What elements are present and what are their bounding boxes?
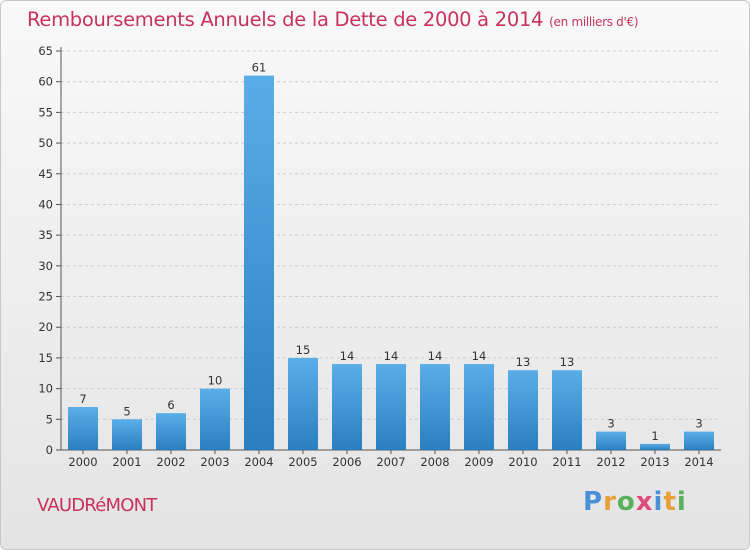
- bar: [200, 388, 230, 450]
- y-tick-label: 5: [46, 412, 53, 426]
- y-tick-label: 45: [38, 167, 53, 181]
- bars: [68, 75, 714, 451]
- x-tick-label: 2000: [68, 455, 97, 469]
- y-tick-label: 15: [38, 351, 53, 365]
- y-tick-label: 30: [38, 259, 53, 273]
- logo-letter: P: [583, 487, 604, 517]
- x-tick-label: 2014: [684, 455, 713, 469]
- bar: [596, 431, 626, 450]
- bar-value-label: 10: [208, 374, 223, 388]
- y-tick-label: 0: [46, 443, 53, 457]
- bar-value-label: 61: [252, 61, 267, 75]
- bar-value-label: 3: [607, 417, 614, 431]
- y-tick-label: 60: [38, 75, 53, 89]
- labels: 7 2000 5 2001 6 2002 10 2003 61 2004 15 2005 14 2006 1…: [68, 61, 713, 469]
- logo-letter: x: [635, 487, 654, 517]
- x-tick-label: 2011: [552, 455, 581, 469]
- y-tick-label: 10: [38, 382, 53, 396]
- bar-value-label: 5: [123, 404, 130, 418]
- bar-value-label: 13: [560, 355, 575, 369]
- x-tick-label: 2008: [420, 455, 449, 469]
- x-tick-label: 2002: [156, 455, 185, 469]
- logo-letter: i: [676, 487, 687, 517]
- bar-value-label: 3: [695, 417, 702, 431]
- x-tick-label: 2004: [244, 455, 273, 469]
- bar: [288, 357, 318, 450]
- y-tick-label: 65: [38, 44, 53, 58]
- x-tick-label: 2001: [112, 455, 141, 469]
- bar: [420, 364, 450, 450]
- bar: [244, 75, 274, 451]
- x-tick-label: 2003: [200, 455, 229, 469]
- x-tick-label: 2010: [508, 455, 537, 469]
- bar-value-label: 14: [472, 349, 487, 363]
- bar-value-label: 1: [651, 429, 658, 443]
- proxiti-logo: Proxiti: [583, 487, 687, 517]
- bar: [156, 413, 186, 450]
- bar: [376, 364, 406, 450]
- bar-value-label: 14: [340, 349, 355, 363]
- x-tick-label: 2006: [332, 455, 361, 469]
- bar-value-label: 15: [296, 343, 311, 357]
- y-tick-label: 35: [38, 228, 53, 242]
- title-text: Remboursements Annuels de la Dette de 20…: [27, 8, 544, 31]
- commune-name: VAUDRéMONT: [37, 495, 157, 516]
- x-tick-label: 2012: [596, 455, 625, 469]
- x-tick-label: 2013: [640, 455, 669, 469]
- bar: [640, 443, 670, 450]
- chart-title: Remboursements Annuels de la Dette de 20…: [27, 8, 639, 31]
- y-tick-label: 55: [38, 105, 53, 119]
- bar-value-label: 14: [384, 349, 399, 363]
- bar-value-label: 13: [516, 355, 531, 369]
- x-tick-label: 2007: [376, 455, 405, 469]
- bar: [332, 364, 362, 450]
- x-tick-label: 2005: [288, 455, 317, 469]
- logo-letter: r: [603, 487, 617, 517]
- bar: [684, 431, 714, 450]
- bar-value-label: 6: [167, 398, 174, 412]
- bar: [464, 364, 494, 450]
- bar: [112, 419, 142, 450]
- bar: [68, 407, 98, 450]
- y-tick-label: 20: [38, 320, 53, 334]
- grid-lines: [61, 50, 721, 420]
- x-tick-label: 2009: [464, 455, 493, 469]
- bar-value-label: 7: [79, 392, 86, 406]
- bar-value-label: 14: [428, 349, 443, 363]
- bar: [552, 370, 582, 450]
- logo-letter: i: [653, 487, 664, 517]
- y-tick-label: 40: [38, 197, 53, 211]
- bar: [508, 370, 538, 450]
- y-tick-label: 25: [38, 290, 53, 304]
- logo-letter: t: [663, 487, 677, 517]
- unit-label: (en milliers d'€): [549, 15, 639, 29]
- logo-letter: o: [616, 487, 636, 517]
- y-tick-label: 50: [38, 136, 53, 150]
